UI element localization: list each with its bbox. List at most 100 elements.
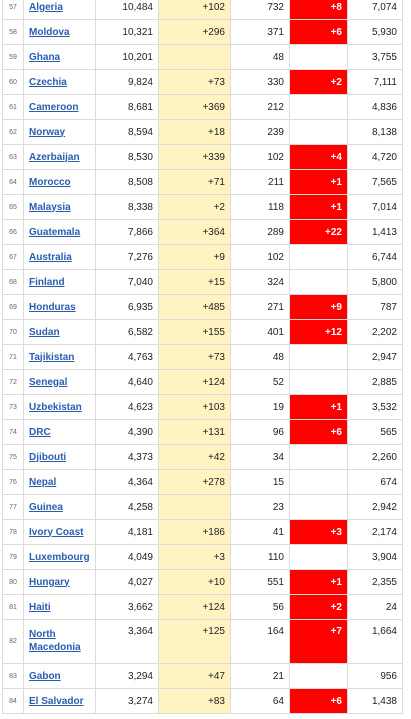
country-link[interactable]: Ghana: [29, 51, 61, 63]
new-cases-cell: +18: [158, 119, 231, 145]
table-row: 64 Morocco 8,508 +71 211 +1 7,565: [2, 169, 403, 195]
country-link[interactable]: Luxembourg: [29, 551, 90, 563]
country-cell: Ghana: [23, 44, 96, 70]
country-link[interactable]: Sudan: [29, 326, 60, 338]
table-row: 80 Hungary 4,027 +10 551 +1 2,355: [2, 569, 403, 595]
rank-cell: 82: [2, 619, 24, 664]
country-link[interactable]: DRC: [29, 426, 51, 438]
country-link[interactable]: Australia: [29, 251, 72, 263]
new-deaths-cell: +8: [289, 0, 348, 20]
country-link[interactable]: Uzbekistan: [29, 401, 82, 413]
new-cases-cell: +3: [158, 544, 231, 570]
country-link[interactable]: Guatemala: [29, 226, 81, 238]
total-cases-cell: 6,935: [95, 294, 159, 320]
table-row: 66 Guatemala 7,866 +364 289 +22 1,413: [2, 219, 403, 245]
country-cell: Moldova: [23, 19, 96, 45]
country-cell: Morocco: [23, 169, 96, 195]
new-cases-cell: +131: [158, 419, 231, 445]
rank-cell: 58: [2, 19, 24, 45]
country-link[interactable]: Haiti: [29, 601, 51, 613]
recovered-cell: 2,202: [347, 319, 403, 345]
total-deaths-cell: 48: [230, 44, 290, 70]
new-deaths-cell: [289, 469, 348, 495]
country-cell: Finland: [23, 269, 96, 295]
table-row: 71 Tajikistan 4,763 +73 48 2,947: [2, 344, 403, 370]
total-deaths-cell: 211: [230, 169, 290, 195]
country-link[interactable]: Cameroon: [29, 101, 79, 113]
total-cases-cell: 8,338: [95, 194, 159, 220]
total-deaths-cell: 118: [230, 194, 290, 220]
country-link[interactable]: Czechia: [29, 76, 67, 88]
country-link[interactable]: Ivory Coast: [29, 526, 84, 538]
country-link[interactable]: Djibouti: [29, 451, 67, 463]
country-cell: Haiti: [23, 594, 96, 620]
country-link[interactable]: Honduras: [29, 301, 76, 313]
new-cases-cell: +155: [158, 319, 231, 345]
total-deaths-cell: 239: [230, 119, 290, 145]
country-cell: Norway: [23, 119, 96, 145]
total-deaths-cell: 102: [230, 244, 290, 270]
total-cases-cell: 8,530: [95, 144, 159, 170]
rank-cell: 83: [2, 663, 24, 689]
new-deaths-cell: +1: [289, 394, 348, 420]
country-link[interactable]: Algeria: [29, 1, 63, 13]
new-cases-cell: +124: [158, 369, 231, 395]
country-link[interactable]: Hungary: [29, 576, 70, 588]
country-cell: Honduras: [23, 294, 96, 320]
table-row: 79 Luxembourg 4,049 +3 110 3,904: [2, 544, 403, 570]
country-link[interactable]: El Salvador: [29, 695, 84, 707]
new-cases-cell: +125: [158, 619, 231, 664]
country-link[interactable]: Nepal: [29, 476, 57, 488]
country-link[interactable]: Tajikistan: [29, 351, 75, 363]
table-row: 61 Cameroon 8,681 +369 212 4,836: [2, 94, 403, 120]
new-deaths-cell: +22: [289, 219, 348, 245]
country-link[interactable]: Finland: [29, 276, 65, 288]
total-cases-cell: 6,582: [95, 319, 159, 345]
new-cases-cell: +369: [158, 94, 231, 120]
total-cases-cell: 10,201: [95, 44, 159, 70]
country-link[interactable]: Morocco: [29, 176, 71, 188]
country-link[interactable]: North Macedonia: [29, 629, 81, 653]
rank-cell: 75: [2, 444, 24, 470]
country-link[interactable]: Moldova: [29, 26, 70, 38]
recovered-cell: 2,885: [347, 369, 403, 395]
new-cases-cell: +9: [158, 244, 231, 270]
recovered-cell: 7,074: [347, 0, 403, 20]
table-row: 63 Azerbaijan 8,530 +339 102 +4 4,720: [2, 144, 403, 170]
country-link[interactable]: Senegal: [29, 376, 68, 388]
new-deaths-cell: +1: [289, 169, 348, 195]
total-deaths-cell: 56: [230, 594, 290, 620]
new-deaths-cell: [289, 119, 348, 145]
recovered-cell: 7,111: [347, 69, 403, 95]
country-link[interactable]: Malaysia: [29, 201, 71, 213]
recovered-cell: 2,174: [347, 519, 403, 545]
new-cases-cell: +186: [158, 519, 231, 545]
table-row: 57 Algeria 10,484 +102 732 +8 7,074: [2, 0, 403, 20]
rank-cell: 72: [2, 369, 24, 395]
total-cases-cell: 7,276: [95, 244, 159, 270]
new-deaths-cell: [289, 444, 348, 470]
country-cell: Hungary: [23, 569, 96, 595]
country-cell: Malaysia: [23, 194, 96, 220]
country-link[interactable]: Azerbaijan: [29, 151, 80, 163]
rank-cell: 64: [2, 169, 24, 195]
table-row: 81 Haiti 3,662 +124 56 +2 24: [2, 594, 403, 620]
recovered-cell: 787: [347, 294, 403, 320]
rank-cell: 79: [2, 544, 24, 570]
recovered-cell: 7,565: [347, 169, 403, 195]
new-deaths-cell: +2: [289, 594, 348, 620]
country-link[interactable]: Norway: [29, 126, 66, 138]
country-cell: Nepal: [23, 469, 96, 495]
new-deaths-cell: +6: [289, 19, 348, 45]
recovered-cell: 3,755: [347, 44, 403, 70]
country-cell: North Macedonia: [23, 619, 96, 664]
total-deaths-cell: 324: [230, 269, 290, 295]
total-cases-cell: 3,364: [95, 619, 159, 664]
country-link[interactable]: Guinea: [29, 501, 63, 513]
table-row: 78 Ivory Coast 4,181 +186 41 +3 2,174: [2, 519, 403, 545]
country-link[interactable]: Gabon: [29, 670, 61, 682]
table-row: 68 Finland 7,040 +15 324 5,800: [2, 269, 403, 295]
total-cases-cell: 8,594: [95, 119, 159, 145]
recovered-cell: 4,836: [347, 94, 403, 120]
recovered-cell: 1,413: [347, 219, 403, 245]
